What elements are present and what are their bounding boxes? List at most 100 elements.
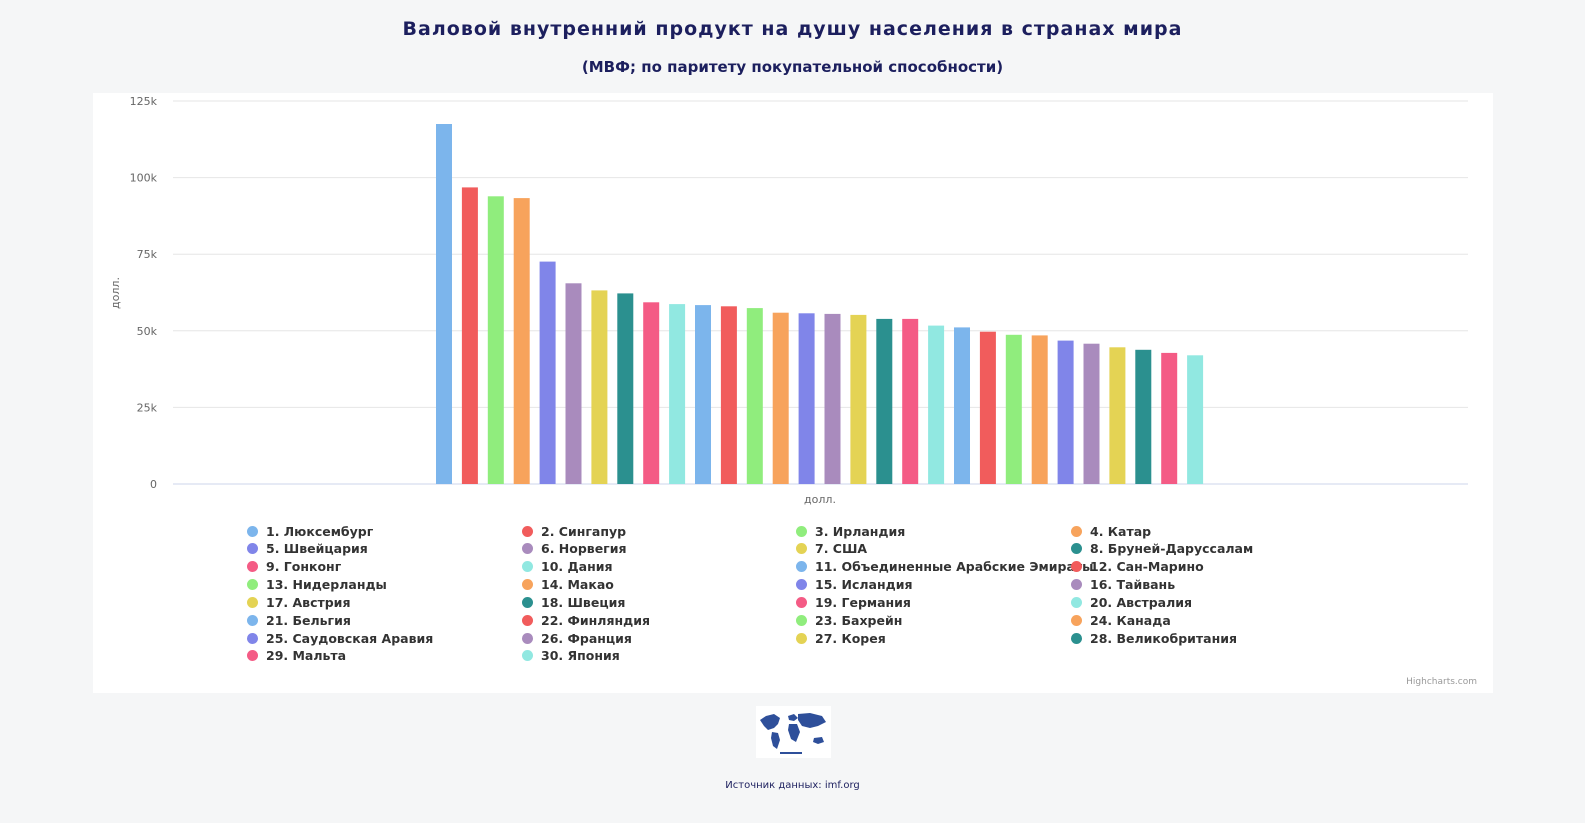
bar-chart: 0 25k 50k 75k 100k 125k долл. долл. bbox=[109, 95, 1468, 506]
bar-30[interactable] bbox=[1187, 355, 1204, 484]
bar-6[interactable] bbox=[565, 283, 582, 484]
bar-14[interactable] bbox=[772, 312, 789, 484]
legend-marker bbox=[796, 561, 807, 573]
bar-19[interactable] bbox=[902, 318, 919, 484]
legend-label: 26. Франция bbox=[541, 630, 632, 646]
bar-26[interactable] bbox=[1083, 343, 1100, 484]
credits-link[interactable]: Highcharts.com bbox=[1406, 677, 1477, 687]
legend-label: 29. Мальта bbox=[266, 648, 347, 664]
legend-item[interactable]: 25. Саудовская Аравия bbox=[247, 629, 433, 647]
legend-marker bbox=[522, 632, 533, 644]
bar-8[interactable] bbox=[617, 293, 634, 484]
legend-label: 2. Сингапур bbox=[541, 523, 627, 539]
legend-label: 28. Великобритания bbox=[1090, 630, 1238, 646]
legend-marker bbox=[522, 561, 533, 573]
bar-10[interactable] bbox=[669, 304, 686, 484]
legend-item[interactable]: 16. Тайвань bbox=[1071, 576, 1175, 594]
legend-item[interactable]: 30. Япония bbox=[522, 647, 620, 665]
legend-marker bbox=[1071, 579, 1082, 591]
bar-22[interactable] bbox=[979, 331, 996, 484]
legend-marker bbox=[1071, 561, 1082, 573]
bar-4[interactable] bbox=[513, 198, 530, 484]
legend-marker bbox=[796, 543, 807, 555]
legend-item[interactable]: 19. Германия bbox=[796, 593, 911, 611]
legend-item[interactable]: 3. Ирландия bbox=[796, 522, 905, 540]
legend-marker bbox=[1071, 543, 1082, 555]
legend-label: 18. Швеция bbox=[541, 594, 626, 610]
data-source: Источник данных: imf.org bbox=[725, 780, 860, 791]
bar-3[interactable] bbox=[487, 196, 504, 485]
legend-marker bbox=[522, 525, 533, 537]
legend-marker bbox=[247, 543, 258, 555]
bar-25[interactable] bbox=[1057, 340, 1074, 484]
bar-5[interactable] bbox=[539, 261, 556, 484]
legend-marker bbox=[796, 596, 807, 608]
legend-item[interactable]: 23. Бахрейн bbox=[796, 611, 902, 629]
bar-15[interactable] bbox=[798, 313, 815, 484]
bar-18[interactable] bbox=[876, 318, 893, 484]
legend-item[interactable]: 27. Корея bbox=[796, 629, 886, 647]
legend-item[interactable]: 15. Исландия bbox=[796, 576, 912, 594]
legend-label: 30. Япония bbox=[541, 648, 620, 664]
legend-item[interactable]: 29. Мальта bbox=[247, 647, 346, 665]
legend-label: 21. Бельгия bbox=[266, 612, 351, 628]
bar-12[interactable] bbox=[720, 306, 737, 484]
legend-item[interactable]: 11. Объединенные Арабские Эмираты bbox=[796, 558, 1093, 576]
legend-item[interactable]: 17. Австрия bbox=[247, 593, 350, 611]
bar-27[interactable] bbox=[1109, 347, 1126, 484]
legend-item[interactable]: 14. Макао bbox=[522, 576, 614, 594]
bar-1[interactable] bbox=[436, 124, 452, 484]
y-axis-label: долл. bbox=[109, 277, 122, 309]
y-tick-label: 50k bbox=[137, 325, 158, 338]
legend-label: 1. Люксембург bbox=[266, 523, 374, 539]
bar-13[interactable] bbox=[746, 308, 763, 484]
legend-marker bbox=[522, 543, 533, 555]
legend-marker bbox=[247, 525, 258, 537]
bar-29[interactable] bbox=[1161, 352, 1178, 484]
bar-28[interactable] bbox=[1135, 349, 1152, 484]
legend-item[interactable]: 13. Нидерланды bbox=[247, 576, 387, 594]
legend-item[interactable]: 4. Катар bbox=[1071, 522, 1151, 540]
bar-9[interactable] bbox=[643, 302, 660, 484]
legend-item[interactable]: 5. Швейцария bbox=[247, 540, 368, 558]
legend-item[interactable]: 1. Люксембург bbox=[247, 522, 373, 540]
legend-item[interactable]: 6. Норвегия bbox=[522, 540, 627, 558]
legend-item[interactable]: 21. Бельгия bbox=[247, 611, 351, 629]
bar-17[interactable] bbox=[850, 314, 867, 484]
legend-marker bbox=[1071, 596, 1082, 608]
y-tick-label: 75k bbox=[137, 248, 158, 261]
legend-marker bbox=[247, 614, 258, 626]
bar-24[interactable] bbox=[1031, 335, 1048, 484]
legend-label: 16. Тайвань bbox=[1090, 577, 1176, 593]
legend-label: 24. Канада bbox=[1090, 612, 1171, 628]
bar-20[interactable] bbox=[928, 325, 945, 484]
legend-label: 8. Бруней-Даруссалам bbox=[1090, 541, 1254, 557]
bar-7[interactable] bbox=[591, 290, 608, 484]
legend-item[interactable]: 12. Сан-Марино bbox=[1071, 558, 1204, 576]
legend-label: 20. Австралия bbox=[1090, 594, 1193, 610]
bar-11[interactable] bbox=[695, 305, 711, 484]
y-tick-label: 25k bbox=[137, 401, 158, 414]
legend-item[interactable]: 20. Австралия bbox=[1071, 593, 1192, 611]
bar-23[interactable] bbox=[1005, 334, 1022, 484]
legend-marker bbox=[522, 579, 533, 591]
legend-label: 17. Австрия bbox=[266, 594, 351, 610]
legend-marker bbox=[1071, 525, 1082, 537]
legend-label: 6. Норвегия bbox=[541, 541, 627, 557]
legend-item[interactable]: 24. Канада bbox=[1071, 611, 1171, 629]
legend-label: 27. Корея bbox=[815, 630, 886, 646]
legend-item[interactable]: 2. Сингапур bbox=[522, 522, 626, 540]
gridlines bbox=[173, 100, 1468, 485]
legend-item[interactable]: 28. Великобритания bbox=[1071, 629, 1237, 647]
legend-item[interactable]: 10. Дания bbox=[522, 558, 612, 576]
legend-item[interactable]: 22. Финляндия bbox=[522, 611, 650, 629]
legend-item[interactable]: 7. США bbox=[796, 540, 867, 558]
bar-21[interactable] bbox=[954, 327, 970, 484]
bar-16[interactable] bbox=[824, 313, 841, 484]
legend-item[interactable]: 9. Гонконг bbox=[247, 558, 341, 576]
legend-item[interactable]: 26. Франция bbox=[522, 629, 632, 647]
legend-item[interactable]: 8. Бруней-Даруссалам bbox=[1071, 540, 1253, 558]
bar-2[interactable] bbox=[461, 187, 478, 484]
legend-item[interactable]: 18. Швеция bbox=[522, 593, 625, 611]
legend-marker bbox=[247, 596, 258, 608]
